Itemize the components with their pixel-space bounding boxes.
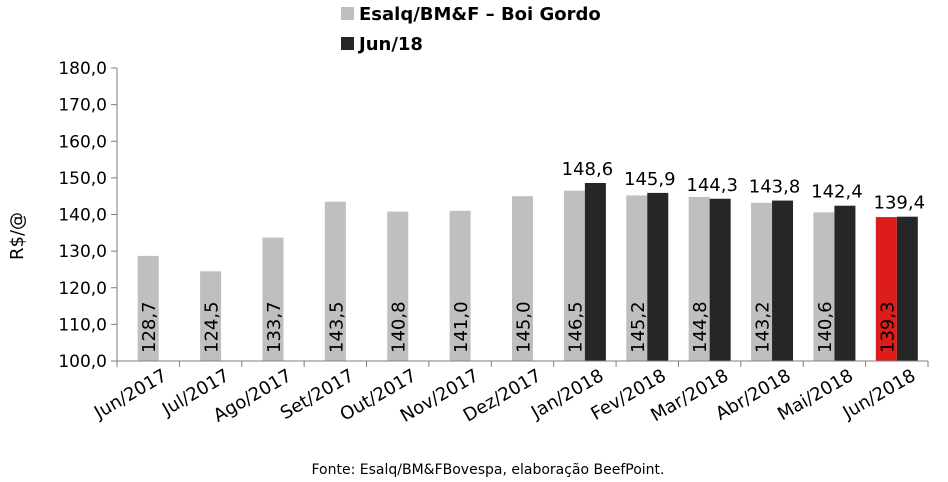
- bar-series-1: [813, 212, 835, 361]
- bar-series-1: [324, 201, 346, 361]
- source-note: Fonte: Esalq/BM&FBovespa, elaboração Bee…: [312, 462, 665, 478]
- value-label-series-2: 148,6: [562, 159, 614, 180]
- bar-series-2: [584, 183, 606, 361]
- bar-series-1: [563, 190, 585, 361]
- bar-series-1: [751, 202, 773, 361]
- value-label-series-1: 140,8: [389, 301, 410, 353]
- y-tick-label: 180,0: [58, 59, 107, 79]
- x-tick-label: Jun/2017: [90, 365, 171, 424]
- value-label-series-1: 140,6: [815, 301, 836, 353]
- y-axis: 100,0 110,0 120,0 130,0 140,0 150,0 160,0 170,0…: [58, 59, 118, 372]
- y-axis-label: R$/@: [7, 212, 28, 260]
- value-label-series-1: 139,3: [877, 301, 898, 353]
- bar-series-1: [688, 196, 710, 361]
- y-tick-label: 170,0: [58, 96, 107, 116]
- value-label-series-2: 139,4: [874, 193, 926, 214]
- value-label-series-1: 124,5: [202, 301, 223, 353]
- value-label-series-1: 133,7: [264, 301, 285, 353]
- bar-series-1: [875, 217, 897, 361]
- value-label-series-1: 144,8: [690, 301, 711, 353]
- legend-swatch-series-2: [341, 37, 354, 50]
- y-tick-label: 150,0: [58, 169, 107, 189]
- bar-series-2: [896, 216, 918, 361]
- bar-series-1: [387, 211, 409, 361]
- bars: [137, 183, 918, 361]
- value-label-series-1: 146,5: [565, 301, 586, 353]
- y-tick-label: 140,0: [58, 206, 107, 226]
- value-label-series-1: 143,5: [326, 301, 347, 353]
- y-tick-label: 100,0: [58, 352, 107, 372]
- value-label-series-1: 145,0: [514, 301, 535, 353]
- value-label-series-2: 144,3: [686, 175, 738, 196]
- value-label-series-2: 142,4: [811, 182, 863, 203]
- bar-series-2: [834, 205, 856, 361]
- value-label-series-1: 128,7: [139, 301, 160, 353]
- x-axis: Jun/2017Jul/2017Ago/2017Set/2017Out/2017…: [90, 360, 929, 427]
- bar-series-1: [626, 195, 648, 361]
- bar-series-1: [200, 271, 222, 361]
- value-label-series-1: 145,2: [628, 301, 649, 353]
- value-label-series-2: 145,9: [624, 169, 676, 190]
- legend-swatch-series-1: [341, 7, 354, 20]
- value-label-series-1: 143,2: [753, 301, 774, 353]
- bar-series-1: [449, 210, 471, 361]
- bar-series-2: [647, 192, 669, 361]
- bar-series-1: [137, 255, 159, 361]
- y-tick-label: 160,0: [58, 132, 107, 152]
- y-tick-label: 120,0: [58, 279, 107, 299]
- bar-series-2: [709, 198, 731, 361]
- bar-series-1: [262, 237, 284, 361]
- value-labels: 128,7 124,5 133,7 143,5 140,8 141,0 145,0 146,5…: [139, 159, 925, 353]
- value-label-series-2: 143,8: [749, 177, 801, 198]
- legend: Esalq/BM&F – Boi Gordo Jun/18: [341, 4, 601, 55]
- legend-label-series-2: Jun/18: [357, 34, 423, 55]
- y-tick-label: 130,0: [58, 242, 107, 262]
- value-label-series-1: 141,0: [451, 301, 472, 353]
- bar-series-1: [512, 196, 533, 361]
- y-tick-label: 110,0: [58, 315, 107, 335]
- legend-label-series-1: Esalq/BM&F – Boi Gordo: [359, 4, 601, 25]
- bar-series-2: [772, 200, 794, 361]
